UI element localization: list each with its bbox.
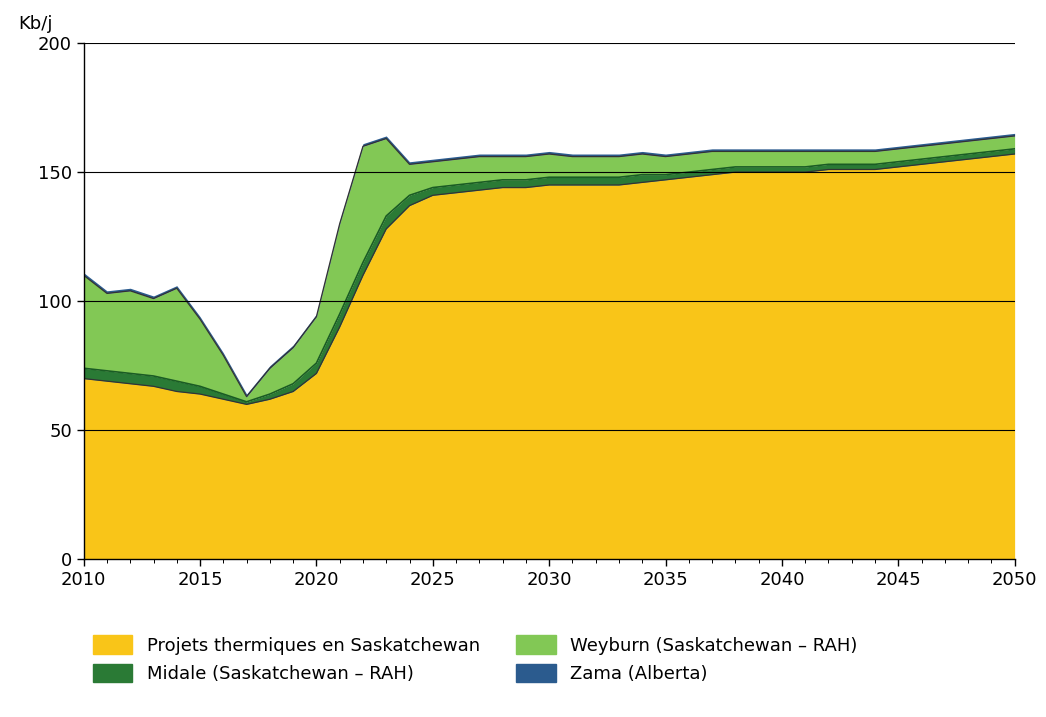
Text: Kb/j: Kb/j bbox=[19, 14, 53, 33]
Legend: Projets thermiques en Saskatchewan, Midale (Saskatchewan – RAH), Weyburn (Saskat: Projets thermiques en Saskatchewan, Mida… bbox=[93, 635, 858, 683]
